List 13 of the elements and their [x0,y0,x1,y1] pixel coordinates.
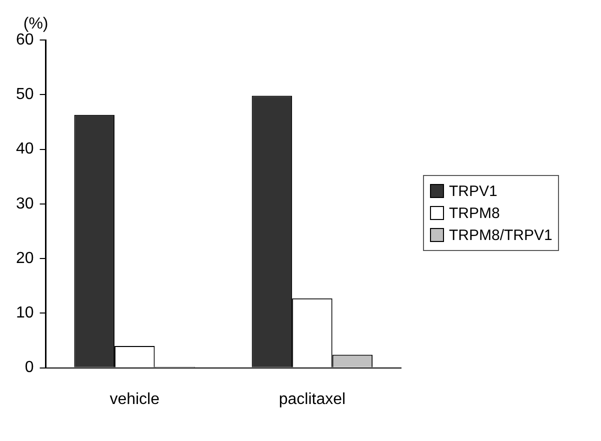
y-tick-label: 30 [16,195,34,212]
legend-label: TRPM8/TRPV1 [449,226,552,244]
x-tick-label: vehicle [110,390,160,408]
y-tick-label: 50 [16,86,34,104]
x-tick-label: paclitaxel [278,390,346,408]
text: TRPM8 [449,204,500,222]
y-tick-label: 40 [16,140,34,158]
y-axis-title: (%) [23,15,48,32]
y-tick-label: 20 [16,250,34,267]
y-tick-label: 10 [16,304,34,322]
y-tick-label: 0 [24,359,34,376]
legend-label: TRPV1 [449,182,498,200]
y-tick-label: 60 [16,31,34,48]
